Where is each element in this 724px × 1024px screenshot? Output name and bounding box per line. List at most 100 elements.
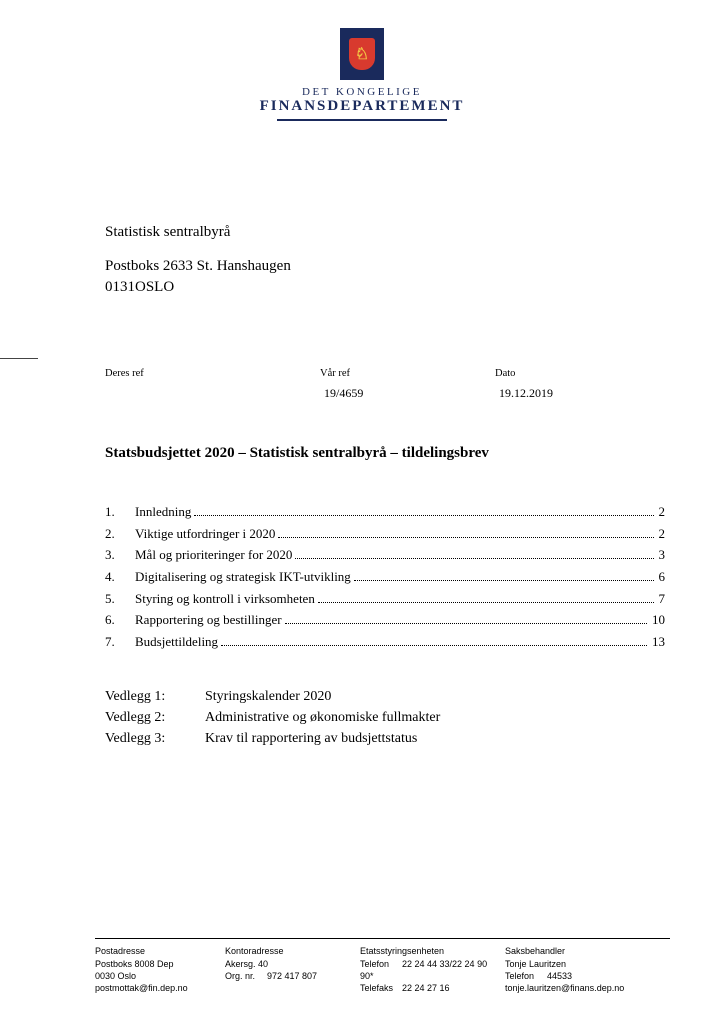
- attachment-label: Vedlegg 2:: [105, 709, 205, 728]
- toc-leader: [354, 580, 654, 581]
- footer-office-l1: Akersg. 40: [225, 958, 360, 970]
- recipient-address: Postboks 2633 St. Hanshaugen 0131OSLO: [105, 256, 665, 297]
- page: ♘ DET KONGELIGE FINANSDEPARTEMENT Statis…: [0, 0, 724, 1024]
- our-ref-label: Vår ref: [320, 367, 495, 381]
- footer-postal-l2: 0030 Oslo: [95, 970, 225, 982]
- toc-row: 6. Rapportering og bestillinger 10: [105, 611, 665, 629]
- attachment-label: Vedlegg 3:: [105, 730, 205, 749]
- toc-row: 2. Viktige utfordringer i 2020 2: [105, 525, 665, 543]
- footer-orgnr: Org. nr. 972 417 807: [225, 970, 360, 982]
- logo-line1: DET KONGELIGE: [260, 86, 465, 98]
- footer-postal-hd: Postadresse: [95, 945, 225, 957]
- toc-title: Viktige utfordringer i 2020: [135, 525, 275, 543]
- toc-leader: [194, 515, 653, 516]
- toc-title: Mål og prioriteringer for 2020: [135, 546, 292, 564]
- toc-leader: [285, 623, 647, 624]
- footer-caseworker-tel: Telefon 44533: [505, 970, 655, 982]
- subject-line: Statsbudsjettet 2020 – Statistisk sentra…: [105, 443, 665, 463]
- toc-page: 2: [657, 503, 666, 521]
- recipient-block: Statistisk sentralbyrå Postboks 2633 St.…: [105, 222, 665, 297]
- toc-title: Budsjettildeling: [135, 633, 218, 651]
- attachment-title: Administrative og økonomiske fullmakter: [205, 709, 440, 728]
- footer-postal-l1: Postboks 8008 Dep: [95, 958, 225, 970]
- toc-title: Rapportering og bestillinger: [135, 611, 282, 629]
- footer-postal-l3: postmottak@fin.dep.no: [95, 982, 225, 994]
- attachment-row: Vedlegg 3: Krav til rapportering av buds…: [105, 730, 665, 749]
- letterhead-logo: ♘ DET KONGELIGE FINANSDEPARTEMENT: [0, 28, 724, 121]
- footer-caseworker-tel-value: 44533: [547, 970, 572, 982]
- our-ref: Vår ref 19/4659: [320, 367, 495, 401]
- toc-leader: [318, 602, 654, 603]
- footer-caseworker-l1: Tonje Lauritzen: [505, 958, 655, 970]
- reference-row: Deres ref Vår ref 19/4659 Dato 19.12.201…: [105, 367, 665, 401]
- footer-caseworker-l3: tonje.lauritzen@finans.dep.no: [505, 982, 655, 994]
- footer-unit-fax-label: Telefaks: [360, 982, 402, 994]
- footer-caseworker: Saksbehandler Tonje Lauritzen Telefon 44…: [505, 945, 655, 994]
- footer-orgnr-label: Org. nr.: [225, 970, 267, 982]
- toc-row: 4. Digitalisering og strategisk IKT-utvi…: [105, 568, 665, 586]
- footer-unit-fax-value: 22 24 27 16: [402, 982, 450, 994]
- toc-row: 1. Innledning 2: [105, 503, 665, 521]
- attachment-title: Krav til rapportering av budsjettstatus: [205, 730, 417, 749]
- toc-title: Styring og kontroll i virksomheten: [135, 590, 315, 608]
- footer-unit-l2: 90*: [360, 970, 505, 982]
- toc-page: 10: [650, 611, 665, 629]
- footer-rule: [95, 938, 670, 939]
- lion-icon: ♘: [355, 44, 369, 64]
- recipient-address-line2: 0131OSLO: [105, 277, 665, 297]
- attachment-row: Vedlegg 2: Administrative og økonomiske …: [105, 709, 665, 728]
- footer-unit-hd: Etatsstyringsenheten: [360, 945, 505, 957]
- toc-leader: [278, 537, 653, 538]
- recipient-name: Statistisk sentralbyrå: [105, 222, 665, 242]
- footer-caseworker-tel-label: Telefon: [505, 970, 547, 982]
- crest-icon: ♘: [340, 28, 384, 80]
- your-ref-label: Deres ref: [105, 367, 320, 381]
- toc-num: 2.: [105, 525, 135, 543]
- toc-row: 3. Mål og prioriteringer for 2020 3: [105, 546, 665, 564]
- toc-num: 6.: [105, 611, 135, 629]
- toc-title: Digitalisering og strategisk IKT-utvikli…: [135, 568, 351, 586]
- attachment-label: Vedlegg 1:: [105, 688, 205, 707]
- date-label: Dato: [495, 367, 655, 381]
- letter-footer: Postadresse Postboks 8008 Dep 0030 Oslo …: [95, 938, 670, 994]
- logo-line2: FINANSDEPARTEMENT: [260, 98, 465, 115]
- date-ref: Dato 19.12.2019: [495, 367, 655, 401]
- logo-text: DET KONGELIGE FINANSDEPARTEMENT: [260, 86, 465, 115]
- footer-office: Kontoradresse Akersg. 40 Org. nr. 972 41…: [225, 945, 360, 994]
- logo-underline: [277, 119, 447, 121]
- toc-row: 7. Budsjettildeling 13: [105, 633, 665, 651]
- table-of-contents: 1. Innledning 2 2. Viktige utfordringer …: [105, 503, 665, 650]
- footer-orgnr-value: 972 417 807: [267, 970, 317, 982]
- footer-caseworker-hd: Saksbehandler: [505, 945, 655, 957]
- toc-num: 5.: [105, 590, 135, 608]
- toc-leader: [295, 558, 653, 559]
- footer-unit-fax: Telefaks 22 24 27 16: [360, 982, 505, 994]
- footer-postal: Postadresse Postboks 8008 Dep 0030 Oslo …: [95, 945, 225, 994]
- toc-page: 6: [657, 568, 666, 586]
- side-accent: [0, 358, 38, 359]
- footer-unit: Etatsstyringsenheten Telefon 22 24 44 33…: [360, 945, 505, 994]
- our-ref-value: 19/4659: [320, 385, 495, 401]
- footer-unit-tel-label: Telefon: [360, 958, 402, 970]
- footer-office-hd: Kontoradresse: [225, 945, 360, 957]
- toc-num: 3.: [105, 546, 135, 564]
- recipient-address-line1: Postboks 2633 St. Hanshaugen: [105, 256, 665, 276]
- shield-icon: ♘: [349, 38, 375, 70]
- toc-page: 13: [650, 633, 665, 651]
- footer-unit-tel-value: 22 24 44 33/22 24 90: [402, 958, 487, 970]
- toc-leader: [221, 645, 647, 646]
- toc-page: 3: [657, 546, 666, 564]
- attachment-row: Vedlegg 1: Styringskalender 2020: [105, 688, 665, 707]
- toc-num: 1.: [105, 503, 135, 521]
- date-value: 19.12.2019: [495, 385, 655, 401]
- your-ref: Deres ref: [105, 367, 320, 401]
- attachment-title: Styringskalender 2020: [205, 688, 331, 707]
- toc-title: Innledning: [135, 503, 191, 521]
- attachments-list: Vedlegg 1: Styringskalender 2020 Vedlegg…: [105, 688, 665, 749]
- letter-body: Statistisk sentralbyrå Postboks 2633 St.…: [105, 222, 665, 751]
- toc-num: 7.: [105, 633, 135, 651]
- toc-num: 4.: [105, 568, 135, 586]
- footer-unit-tel: Telefon 22 24 44 33/22 24 90: [360, 958, 505, 970]
- toc-row: 5. Styring og kontroll i virksomheten 7: [105, 590, 665, 608]
- toc-page: 2: [657, 525, 666, 543]
